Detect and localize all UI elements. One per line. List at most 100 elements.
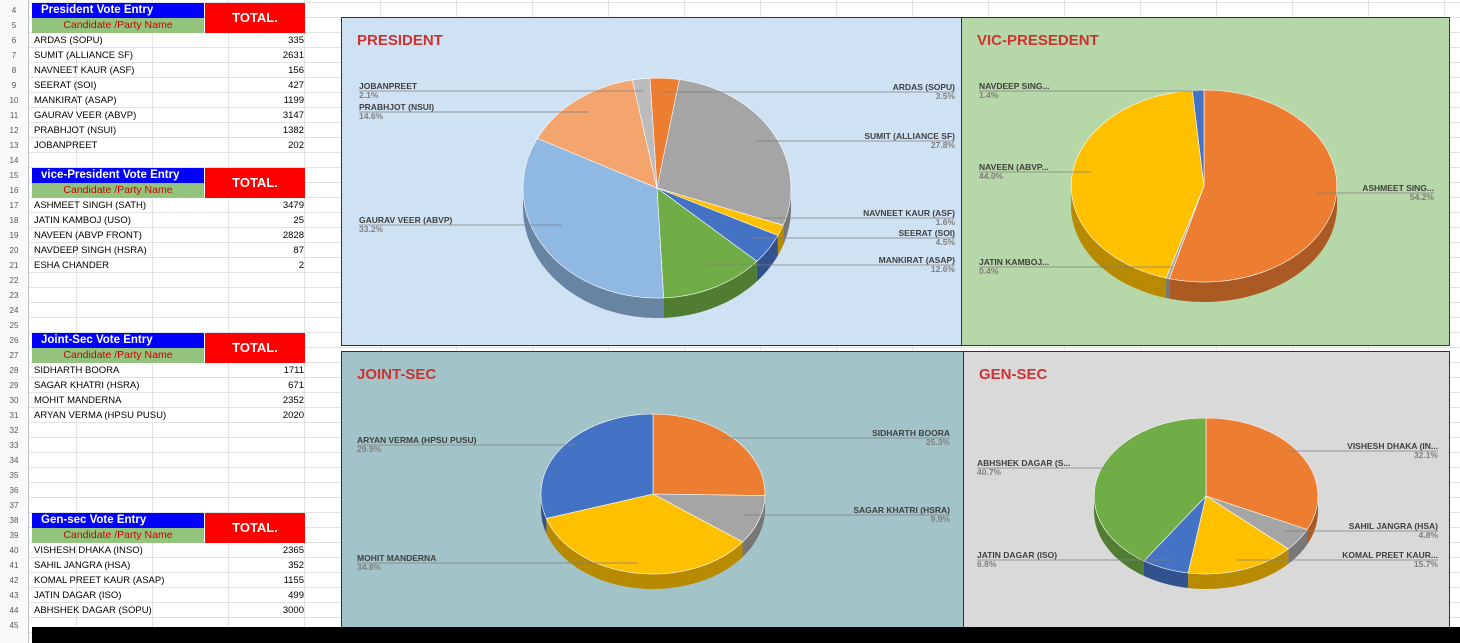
candidate-cell[interactable]: JATIN DAGAR (ISO) xyxy=(34,590,122,601)
gen-sec-chart-panel[interactable]: GEN-SEC VISHESH DHAKA (IN... 32.1% SAHIL J… xyxy=(963,351,1450,628)
row-number[interactable]: 42 xyxy=(9,576,19,585)
row-number[interactable]: 31 xyxy=(9,411,19,420)
row-number[interactable]: 9 xyxy=(11,81,17,90)
vote-count-cell[interactable]: 1382 xyxy=(282,125,304,136)
row-number[interactable]: 17 xyxy=(9,201,19,210)
row-number[interactable]: 43 xyxy=(9,591,19,600)
row-number[interactable]: 7 xyxy=(11,51,17,60)
row-number[interactable]: 26 xyxy=(9,336,19,345)
row-number[interactable]: 12 xyxy=(9,126,19,135)
row-number[interactable]: 28 xyxy=(9,366,19,375)
row-number[interactable]: 6 xyxy=(11,36,17,45)
candidate-cell[interactable]: ABHSHEK DAGAR (SOPU) xyxy=(34,605,152,616)
pie-slice[interactable] xyxy=(632,77,658,189)
row-number[interactable]: 11 xyxy=(9,111,19,120)
row-number[interactable]: 22 xyxy=(9,276,19,285)
row-number[interactable]: 30 xyxy=(9,396,19,405)
row-number[interactable]: 34 xyxy=(9,456,19,465)
vote-count-cell[interactable]: 3000 xyxy=(282,605,304,616)
president-chart-panel[interactable]: PRESIDENT ARDAS (SOPU) 3.5% SUMIT (ALLIANC… xyxy=(341,17,962,346)
row-number[interactable]: 5 xyxy=(11,21,17,30)
vote-count-cell[interactable]: 352 xyxy=(288,560,304,571)
bottom-scrollbar[interactable] xyxy=(32,627,1460,643)
candidate-cell[interactable]: VISHESH DHAKA (INSO) xyxy=(34,545,143,556)
row-number[interactable]: 16 xyxy=(9,186,19,195)
row-number[interactable]: 20 xyxy=(9,246,19,255)
row-number[interactable]: 39 xyxy=(9,531,19,540)
row-number[interactable]: 45 xyxy=(9,621,19,630)
row-number[interactable]: 27 xyxy=(9,351,19,360)
pie-slice[interactable] xyxy=(1070,90,1205,279)
candidate-cell[interactable]: ASHMEET SINGH (SATH) xyxy=(34,200,147,211)
row-number[interactable]: 4 xyxy=(11,6,17,15)
vote-count-cell[interactable]: 2828 xyxy=(282,230,304,241)
row-number[interactable]: 10 xyxy=(9,96,19,105)
candidate-cell[interactable]: SUMIT (ALLIANCE SF) xyxy=(34,50,134,61)
vote-count-cell[interactable]: 1711 xyxy=(283,365,304,376)
candidate-cell[interactable]: ARYAN VERMA (HPSU PUSU) xyxy=(34,410,167,421)
row-number[interactable]: 37 xyxy=(9,501,19,510)
row-number[interactable]: 36 xyxy=(9,486,19,495)
pie-slice[interactable] xyxy=(540,413,654,519)
pie-slice[interactable] xyxy=(1205,417,1319,530)
row-number[interactable]: 35 xyxy=(9,471,19,480)
row-number[interactable]: 29 xyxy=(9,381,19,390)
candidate-cell[interactable]: SEERAT (SOI) xyxy=(34,80,97,91)
candidate-cell[interactable]: ESHA CHANDER xyxy=(34,260,109,271)
pie-slice[interactable] xyxy=(1093,417,1207,562)
row-number[interactable]: 44 xyxy=(9,606,19,615)
candidate-cell[interactable]: KOMAL PREET KAUR (ASAP) xyxy=(34,575,165,586)
row-number[interactable]: 18 xyxy=(9,216,19,225)
vote-count-cell[interactable]: 2 xyxy=(298,260,304,271)
vote-count-cell[interactable]: 427 xyxy=(288,80,304,91)
vote-count-cell[interactable]: 3147 xyxy=(282,110,304,121)
vote-count-cell[interactable]: 2631 xyxy=(282,50,304,61)
vote-count-cell[interactable]: 87 xyxy=(293,245,304,256)
vote-count-cell[interactable]: 499 xyxy=(288,590,304,601)
candidate-cell[interactable]: JATIN KAMBOJ (USO) xyxy=(34,215,131,226)
vote-count-cell[interactable]: 1199 xyxy=(283,95,304,106)
pie-slice[interactable] xyxy=(545,493,744,575)
pie-slice[interactable] xyxy=(1191,89,1205,187)
row-number[interactable]: 32 xyxy=(9,426,19,435)
candidate-cell[interactable]: NAVEEN (ABVP FRONT) xyxy=(34,230,142,241)
row-number[interactable]: 24 xyxy=(9,306,19,315)
candidate-cell[interactable]: JOBANPREET xyxy=(34,140,98,151)
pie-slice[interactable] xyxy=(1168,89,1338,283)
vote-count-cell[interactable]: 1155 xyxy=(283,575,304,586)
candidate-cell[interactable]: SAHIL JANGRA (HSA) xyxy=(34,560,131,571)
joint-sec-chart-panel[interactable]: JOINT-SEC SIDHARTH BOORA 25.3% SAGAR KHATR… xyxy=(341,351,964,628)
vote-count-cell[interactable]: 2365 xyxy=(282,545,304,556)
row-number[interactable]: 21 xyxy=(9,261,19,270)
vote-count-cell[interactable]: 156 xyxy=(288,65,304,76)
pie-slice[interactable] xyxy=(656,79,792,226)
vice-president-chart-panel[interactable]: VIC-PRESEDENT ASHMEET SING... 54.2% JATIN … xyxy=(961,17,1450,346)
vote-count-cell[interactable]: 25 xyxy=(293,215,304,226)
vote-count-cell[interactable]: 671 xyxy=(288,380,304,391)
candidate-cell[interactable]: GAURAV VEER (ABVP) xyxy=(34,110,137,121)
vote-count-cell[interactable]: 3479 xyxy=(282,200,304,211)
row-number[interactable]: 23 xyxy=(9,291,19,300)
candidate-cell[interactable]: ARDAS (SOPU) xyxy=(34,35,103,46)
row-number[interactable]: 13 xyxy=(9,141,19,150)
row-number[interactable]: 41 xyxy=(9,561,19,570)
row-number[interactable]: 14 xyxy=(9,156,19,165)
row-number[interactable]: 19 xyxy=(9,231,19,240)
row-number[interactable]: 40 xyxy=(9,546,19,555)
vote-count-cell[interactable]: 2352 xyxy=(282,395,304,406)
candidate-cell[interactable]: NAVNEET KAUR (ASF) xyxy=(34,65,135,76)
candidate-cell[interactable]: MANKIRAT (ASAP) xyxy=(34,95,117,106)
row-number[interactable]: 15 xyxy=(9,171,19,180)
vote-count-cell[interactable]: 335 xyxy=(288,35,304,46)
pie-slice[interactable] xyxy=(536,79,658,189)
row-number[interactable]: 38 xyxy=(9,516,19,525)
candidate-cell[interactable]: SAGAR KHATRI (HSRA) xyxy=(34,380,140,391)
pie-slice[interactable] xyxy=(1187,495,1289,575)
vote-count-cell[interactable]: 202 xyxy=(288,140,304,151)
pie-slice[interactable] xyxy=(522,138,664,299)
row-number[interactable]: 8 xyxy=(11,66,17,75)
vote-count-cell[interactable]: 2020 xyxy=(282,410,304,421)
row-number[interactable]: 33 xyxy=(9,441,19,450)
candidate-cell[interactable]: MOHIT MANDERNA xyxy=(34,395,122,406)
pie-slice[interactable] xyxy=(652,413,766,496)
